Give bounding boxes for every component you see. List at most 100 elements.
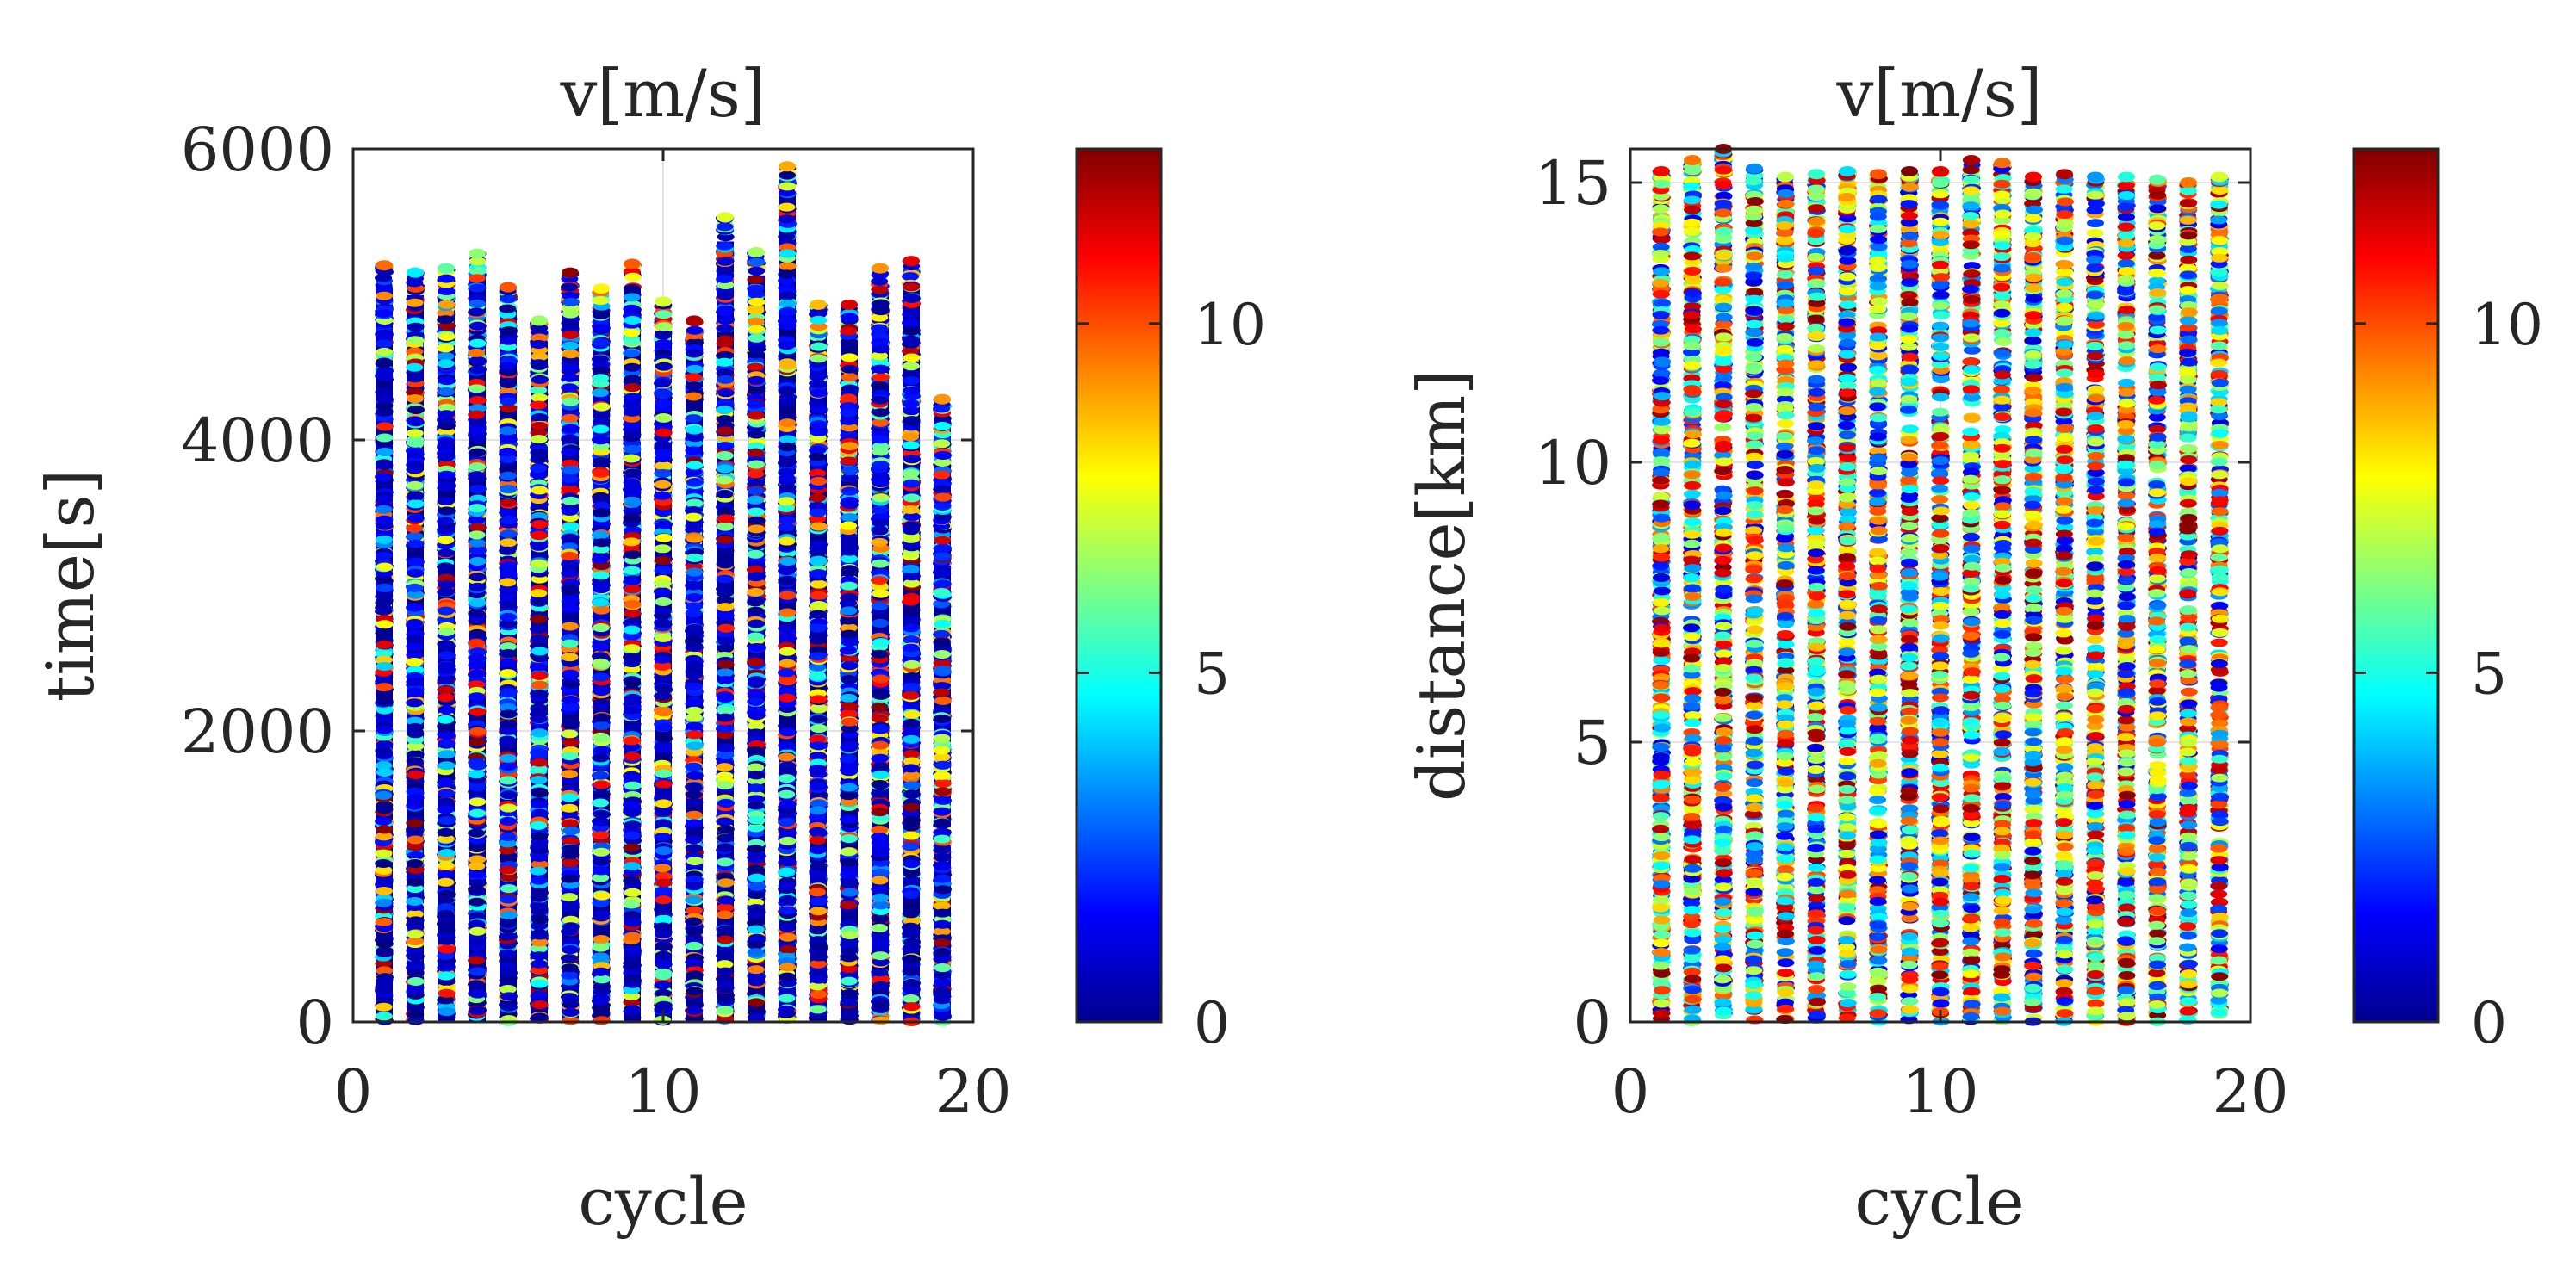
- scatter-point: [748, 266, 766, 276]
- scatter-point: [375, 505, 393, 514]
- scatter-point: [500, 294, 518, 304]
- scatter-point: [748, 642, 766, 652]
- scatter-point: [500, 1002, 518, 1012]
- scatter-point: [779, 321, 797, 331]
- scatter-point: [592, 388, 610, 398]
- scatter-point: [593, 1016, 611, 1025]
- scatter-point: [686, 771, 704, 780]
- scatter-point: [562, 922, 580, 932]
- scatter-point: [376, 448, 394, 457]
- scatter-point: [406, 909, 424, 919]
- scatter-point: [406, 387, 424, 397]
- scatter-point: [654, 833, 672, 842]
- scatter-point: [747, 284, 765, 294]
- scatter-point: [717, 825, 735, 834]
- scatter-point: [531, 1012, 549, 1022]
- scatter-point: [592, 771, 610, 780]
- scatter-point: [376, 388, 394, 398]
- scatter-point: [438, 988, 456, 998]
- scatter-point: [685, 521, 703, 530]
- scatter-point: [717, 335, 735, 344]
- scatter-point: [747, 657, 765, 666]
- scatter-point: [748, 711, 766, 721]
- scatter-point: [500, 498, 518, 508]
- scatter-point: [406, 827, 424, 836]
- scatter-point: [438, 376, 456, 386]
- scatter-column: [406, 267, 425, 1025]
- scatter-point: [531, 412, 549, 422]
- scatter-point: [655, 390, 673, 399]
- scatter-point: [685, 446, 703, 455]
- scatter-point: [469, 321, 487, 331]
- scatter-point: [375, 291, 393, 300]
- scatter-point: [685, 957, 703, 967]
- scatter-point: [437, 797, 455, 807]
- scatter-point: [407, 568, 425, 578]
- scatter-point: [531, 635, 549, 645]
- scatter-point: [748, 333, 766, 343]
- scatter-column: [654, 296, 673, 1026]
- scatter-point: [623, 566, 641, 575]
- scatter-point: [406, 658, 424, 667]
- scatter-point: [685, 580, 703, 590]
- scatter-point: [499, 304, 517, 313]
- scatter-point: [686, 721, 704, 731]
- scatter-point: [716, 257, 734, 266]
- scatter-point: [592, 355, 610, 364]
- scatter-point: [376, 767, 394, 777]
- scatter-point: [593, 734, 611, 743]
- scatter-point: [716, 574, 734, 584]
- scatter-point: [468, 609, 486, 618]
- scatter-point: [530, 464, 548, 474]
- scatter-point: [438, 286, 456, 295]
- scatter-point: [685, 819, 703, 828]
- scatter-point: [593, 310, 611, 319]
- scatter-point: [561, 793, 579, 802]
- scatter-point: [531, 520, 549, 529]
- scatter-point: [562, 945, 580, 955]
- scatter-point: [406, 842, 424, 851]
- scatter-point: [623, 862, 641, 871]
- scatter-point: [438, 651, 456, 660]
- scatter-point: [438, 1007, 456, 1017]
- scatter-point: [468, 861, 486, 870]
- scatter-point: [562, 826, 580, 835]
- scatter-point: [531, 758, 549, 767]
- scatter-point: [500, 753, 518, 763]
- scatter-point: [437, 497, 455, 506]
- scatter-point: [406, 687, 424, 697]
- scatter-point: [437, 685, 455, 695]
- scatter-point: [623, 328, 641, 337]
- scatter-point: [716, 426, 734, 436]
- scatter-point: [716, 585, 734, 594]
- scatter-point: [376, 948, 394, 957]
- scatter-point: [624, 693, 642, 703]
- scatter-point: [593, 508, 611, 517]
- scatter-point: [623, 478, 641, 487]
- scatter-point: [717, 603, 735, 612]
- scatter-point: [562, 522, 580, 531]
- scatter-point: [655, 597, 673, 606]
- scatter-point: [655, 942, 673, 951]
- scatter-point: [655, 1000, 673, 1010]
- scatter-point: [561, 874, 579, 883]
- scatter-point: [468, 737, 486, 746]
- scatter-point: [530, 748, 548, 758]
- scatter-point: [655, 533, 673, 542]
- scatter-point: [655, 799, 673, 808]
- scatter-point: [406, 986, 424, 995]
- scatter-point: [748, 815, 766, 825]
- scatter-point: [406, 641, 424, 651]
- scatter-point: [438, 936, 456, 945]
- scatter-point: [407, 394, 425, 404]
- scatter-point: [500, 649, 518, 659]
- scatter-point: [623, 293, 641, 302]
- scatter-point: [716, 489, 734, 498]
- scatter-point: [375, 516, 393, 525]
- scatter-point: [623, 454, 641, 463]
- scatter-point: [717, 935, 735, 944]
- scatter-point: [407, 406, 425, 415]
- scatter-point: [685, 671, 703, 680]
- scatter-point: [655, 362, 673, 371]
- scatter-point: [438, 962, 456, 971]
